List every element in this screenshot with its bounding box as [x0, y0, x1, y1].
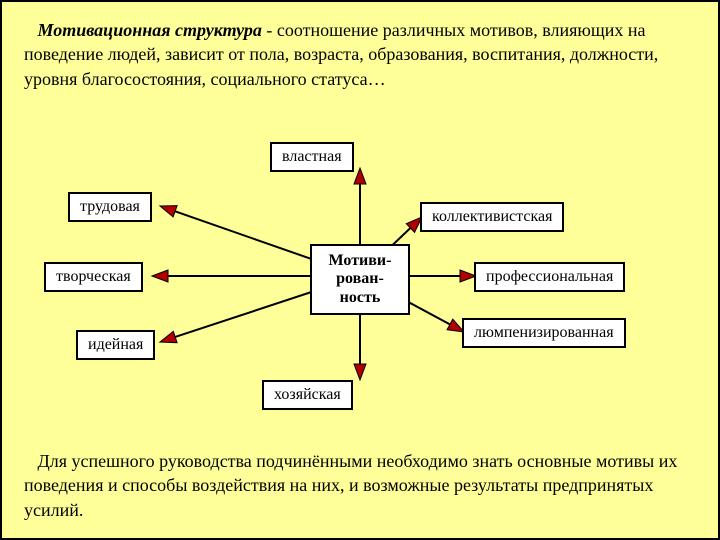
- slide-frame: Мотивационная структура - соотношение ра…: [0, 0, 720, 540]
- node-trud: трудовая: [68, 192, 152, 222]
- node-prof: профессиональная: [474, 262, 625, 292]
- node-kollekt: коллективистская: [420, 202, 564, 232]
- node-hoz: хозяйская: [262, 380, 353, 410]
- node-lump: люмпенизированная: [462, 318, 626, 348]
- term: Мотивационная структура: [38, 20, 262, 40]
- node-vlast: властная: [270, 142, 354, 172]
- node-tvorch: творческая: [44, 262, 143, 292]
- motivation-diagram: Мотиви-рован-ность властная коллективистс…: [2, 142, 720, 442]
- conclusion-text: Для успешного руководства подчинёнными н…: [24, 451, 677, 520]
- node-ideyn: идейная: [76, 330, 155, 360]
- center-node: Мотиви-рован-ность: [310, 244, 410, 315]
- definition-paragraph: Мотивационная структура - соотношение ра…: [24, 18, 696, 91]
- conclusion-paragraph: Для успешного руководства подчинёнными н…: [24, 449, 696, 522]
